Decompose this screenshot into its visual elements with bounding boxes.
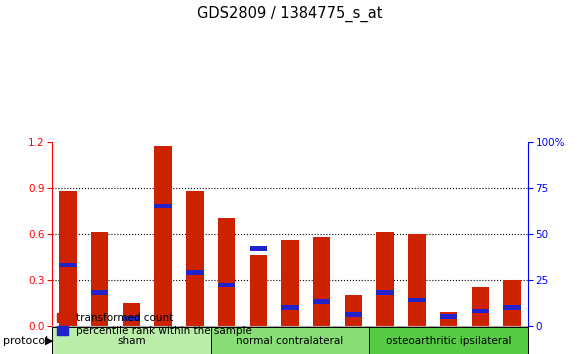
Bar [249,255,267,326]
Bar [218,283,235,287]
Bar [345,312,362,317]
Text: normal contralateral: normal contralateral [237,336,343,346]
Bar [376,232,394,326]
Text: osteoarthritic ipsilateral: osteoarthritic ipsilateral [386,336,512,346]
Bar [496,326,528,354]
Text: GDS2809 / 1384775_s_at: GDS2809 / 1384775_s_at [197,5,383,22]
Bar [281,240,299,326]
Bar [369,326,401,354]
Bar [179,326,211,354]
Bar [369,327,528,354]
Bar [59,263,77,267]
Bar [313,299,331,304]
Text: sham: sham [117,336,146,346]
Bar [154,146,172,326]
Bar [503,280,521,326]
Bar [123,303,140,326]
Bar [211,326,242,354]
Bar [84,326,115,354]
Bar [440,314,457,319]
Bar [465,326,496,354]
Bar [338,326,369,354]
Bar [274,326,306,354]
Bar [91,232,108,326]
Bar [115,326,147,354]
Bar [440,312,457,326]
Bar [186,270,204,275]
Bar [281,305,299,309]
Bar [408,298,426,302]
Bar [211,327,369,354]
Text: ▶: ▶ [45,336,54,346]
Bar [154,204,172,208]
Bar [306,326,338,354]
Bar [242,326,274,354]
Bar [52,327,211,354]
Bar [313,237,331,326]
Bar [52,326,84,354]
Text: protocol: protocol [3,336,48,346]
Bar [433,326,465,354]
Bar [408,234,426,326]
Bar [218,218,235,326]
Bar [249,246,267,251]
Bar [345,295,362,326]
Bar [91,290,108,295]
Bar [123,316,140,321]
Bar [472,287,489,326]
Bar [376,290,394,295]
Bar [147,326,179,354]
Bar [401,326,433,354]
Bar [503,305,521,309]
Bar [186,191,204,326]
Bar [59,191,77,326]
Legend: transformed count, percentile rank within the sample: transformed count, percentile rank withi… [57,313,252,336]
Bar [472,309,489,313]
